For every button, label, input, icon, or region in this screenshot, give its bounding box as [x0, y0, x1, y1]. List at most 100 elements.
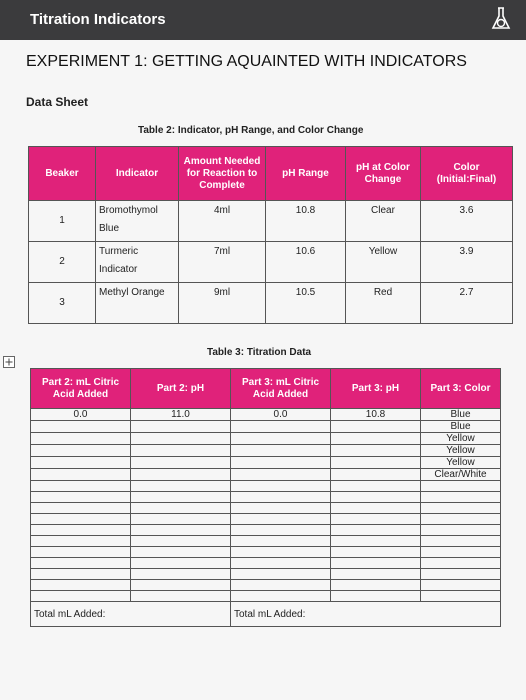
table-cell	[30, 432, 131, 445]
table-cell: Blue	[420, 408, 501, 421]
table-cell: Methyl Orange	[95, 282, 179, 324]
table-cell: Clear/White	[420, 468, 501, 481]
table-cell	[330, 432, 421, 445]
table-cell	[130, 590, 231, 602]
table-cell	[130, 568, 231, 580]
table-row	[30, 480, 501, 492]
table-cell: 9ml	[178, 282, 266, 324]
table-cell: 10.8	[330, 408, 421, 421]
table-cell	[230, 432, 331, 445]
table-cell	[130, 456, 231, 469]
table-cell: 7ml	[178, 241, 266, 283]
table-row: 0.0 11.0 0.0 10.8 Blue	[30, 408, 501, 421]
table-cell	[130, 579, 231, 591]
table-cell	[330, 491, 421, 503]
table-row	[30, 590, 501, 602]
table-cell	[30, 546, 131, 558]
totals-row: Total mL Added: Total mL Added:	[30, 601, 501, 627]
table-row: Clear/White	[30, 468, 501, 481]
table-cell	[230, 579, 331, 591]
table-cell	[130, 546, 231, 558]
table-cell	[130, 535, 231, 547]
table-cell	[30, 444, 131, 457]
table-row	[30, 579, 501, 591]
table-row: 3 Methyl Orange 9ml 10.5 Red 2.7	[28, 282, 513, 324]
table-cell	[330, 513, 421, 525]
table-caption: Table 3: Titration Data	[207, 347, 312, 358]
table-cell: 0.0	[230, 408, 331, 421]
table-cell	[420, 568, 501, 580]
table-cell	[30, 557, 131, 569]
table-cell: Bromothymol Blue	[95, 200, 179, 242]
table-cell: Yellow	[420, 456, 501, 469]
table-cell	[30, 513, 131, 525]
table-cell: 4ml	[178, 200, 266, 242]
table-cell	[330, 568, 421, 580]
table-cell: 10.5	[265, 282, 346, 324]
table-row: 2 Turmeric Indicator 7ml 10.6 Yellow 3.9	[28, 241, 513, 283]
table-cell	[230, 444, 331, 457]
titration-table: Part 2: mL Citric Acid Added Part 2: pH Pa…	[30, 368, 501, 627]
table-row	[30, 513, 501, 525]
table-cell	[230, 513, 331, 525]
table-cell	[420, 491, 501, 503]
table-cell	[30, 535, 131, 547]
table-cell	[420, 557, 501, 569]
table-cell	[30, 579, 131, 591]
table-cell: 3	[28, 282, 96, 324]
column-header: pH at Color Change	[345, 146, 421, 201]
page-title: Titration Indicators	[30, 11, 166, 28]
table-cell	[420, 524, 501, 536]
table-row: Yellow	[30, 444, 501, 457]
table-row	[30, 491, 501, 503]
table-cell: 2	[28, 241, 96, 283]
table-cell	[30, 491, 131, 503]
table-cell	[130, 480, 231, 492]
table-cell	[30, 590, 131, 602]
table-cell	[330, 535, 421, 547]
column-header: Part 3: Color	[420, 368, 501, 409]
table-caption: Table 2: Indicator, pH Range, and Color …	[138, 125, 364, 136]
table-cell	[330, 579, 421, 591]
table-cell	[230, 502, 331, 514]
table-cell	[420, 579, 501, 591]
table-cell: Yellow	[420, 444, 501, 457]
table-cell	[330, 480, 421, 492]
table-cell: Turmeric Indicator	[95, 241, 179, 283]
column-header: Amount Needed for Reaction to Complete	[178, 146, 266, 201]
table-cell: 10.6	[265, 241, 346, 283]
table-cell	[420, 502, 501, 514]
table-cell	[130, 557, 231, 569]
table-cell	[330, 420, 421, 433]
table-row	[30, 557, 501, 569]
table-cell	[230, 468, 331, 481]
table-cell	[230, 546, 331, 558]
table-cell	[30, 502, 131, 514]
section-title: Data Sheet	[26, 95, 89, 109]
table-cell	[130, 432, 231, 445]
table-cell	[130, 444, 231, 457]
table-cell	[330, 444, 421, 457]
table-cell	[330, 468, 421, 481]
total-label: Total mL Added:	[230, 601, 501, 627]
table-row: Blue	[30, 420, 501, 433]
title-bar: Titration Indicators	[0, 0, 526, 40]
table-cell	[230, 568, 331, 580]
table-cell: 10.8	[265, 200, 346, 242]
table-row: Yellow	[30, 432, 501, 445]
table-cell	[230, 480, 331, 492]
table-cell	[130, 468, 231, 481]
column-header: Part 2: pH	[130, 368, 231, 409]
table-cell	[330, 557, 421, 569]
table-cell	[330, 590, 421, 602]
table-row	[30, 568, 501, 580]
table-cell	[420, 546, 501, 558]
table-cell	[420, 590, 501, 602]
table-cell: 11.0	[130, 408, 231, 421]
table-cell	[130, 513, 231, 525]
table-cell	[420, 535, 501, 547]
indicator-table: Beaker Indicator Amount Needed for Reactio…	[28, 146, 513, 324]
table-cell	[230, 524, 331, 536]
table-cell	[30, 568, 131, 580]
